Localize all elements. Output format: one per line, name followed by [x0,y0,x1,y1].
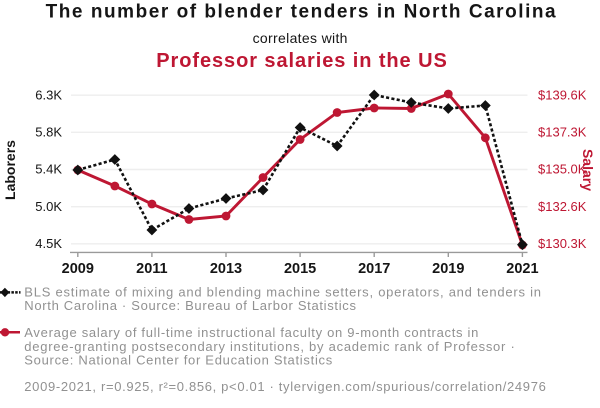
svg-text:Source: National Center for Ed: Source: National Center for Education St… [24,353,333,368]
svg-text:5.0K: 5.0K [35,199,62,214]
svg-text:$139.6K: $139.6K [538,87,587,102]
svg-text:2021: 2021 [506,261,538,277]
svg-text:Professor salaries in the US: Professor salaries in the US [156,50,447,72]
svg-text:$132.6K: $132.6K [538,199,587,214]
svg-text:5.4K: 5.4K [35,162,62,177]
svg-text:2009: 2009 [62,261,94,277]
svg-text:Laborers: Laborers [2,140,18,200]
svg-text:correlates with: correlates with [253,30,348,46]
svg-text:2009-2021, r=0.925, r²=0.856,: 2009-2021, r=0.925, r²=0.856, p<0.01 · t… [24,379,546,394]
svg-text:2013: 2013 [210,261,242,277]
svg-text:The number of blender tenders: The number of blender tenders in North C… [46,2,558,23]
svg-text:BLS estimate of mixing and ble: BLS estimate of mixing and blending mach… [24,285,541,300]
svg-text:$135.0K: $135.0K [538,162,587,177]
svg-text:2011: 2011 [136,261,167,277]
svg-text:4.5K: 4.5K [35,236,62,251]
svg-text:2019: 2019 [432,261,464,277]
svg-text:$130.3K: $130.3K [538,236,587,251]
svg-text:2017: 2017 [358,261,390,277]
svg-text:Salary: Salary [580,149,596,191]
svg-text:$137.3K: $137.3K [538,125,587,140]
svg-text:Average salary of full-time in: Average salary of full-time instructiona… [24,325,479,340]
svg-text:6.3K: 6.3K [35,87,62,102]
svg-text:5.8K: 5.8K [35,125,62,140]
svg-text:degree-granting postsecondary: degree-granting postsecondary institutio… [24,339,515,354]
svg-text:North Carolina · Source: Burea: North Carolina · Source: Bureau of Larbo… [24,298,356,313]
svg-text:2015: 2015 [284,261,316,277]
